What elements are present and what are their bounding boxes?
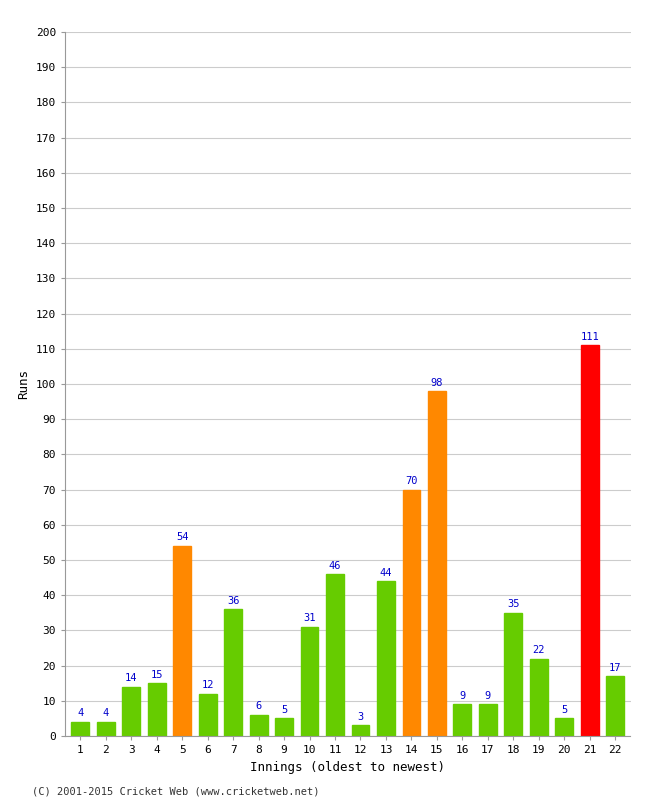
Bar [300,627,318,736]
X-axis label: Innings (oldest to newest): Innings (oldest to newest) [250,761,445,774]
Bar [606,676,624,736]
Text: 12: 12 [202,680,214,690]
Text: 5: 5 [561,705,567,715]
Text: 98: 98 [431,378,443,387]
Text: 54: 54 [176,533,188,542]
Text: 22: 22 [532,645,545,655]
Text: 70: 70 [405,476,418,486]
Text: 35: 35 [507,599,519,610]
Bar [122,686,140,736]
Text: 36: 36 [227,596,239,606]
Bar [377,581,395,736]
Text: 4: 4 [103,709,109,718]
Bar [581,346,599,736]
Bar [504,613,522,736]
Bar [174,546,191,736]
Bar [97,722,114,736]
Text: 17: 17 [609,662,621,673]
Text: 5: 5 [281,705,287,715]
Text: 44: 44 [380,568,392,578]
Bar [428,391,446,736]
Text: 15: 15 [150,670,163,680]
Text: 111: 111 [580,332,599,342]
Text: 14: 14 [125,674,138,683]
Bar [352,726,369,736]
Text: 31: 31 [304,614,316,623]
Text: 4: 4 [77,709,83,718]
Text: 46: 46 [329,561,341,570]
Text: 6: 6 [255,702,262,711]
Bar [275,718,293,736]
Text: 3: 3 [358,712,363,722]
Bar [199,694,216,736]
Bar [555,718,573,736]
Bar [72,722,89,736]
Y-axis label: Runs: Runs [17,369,30,399]
Text: 9: 9 [485,690,491,701]
Bar [479,704,497,736]
Bar [250,715,268,736]
Bar [326,574,344,736]
Bar [530,658,548,736]
Text: (C) 2001-2015 Cricket Web (www.cricketweb.net): (C) 2001-2015 Cricket Web (www.cricketwe… [32,786,320,796]
Bar [224,610,242,736]
Text: 9: 9 [460,690,465,701]
Bar [402,490,421,736]
Bar [454,704,471,736]
Bar [148,683,166,736]
